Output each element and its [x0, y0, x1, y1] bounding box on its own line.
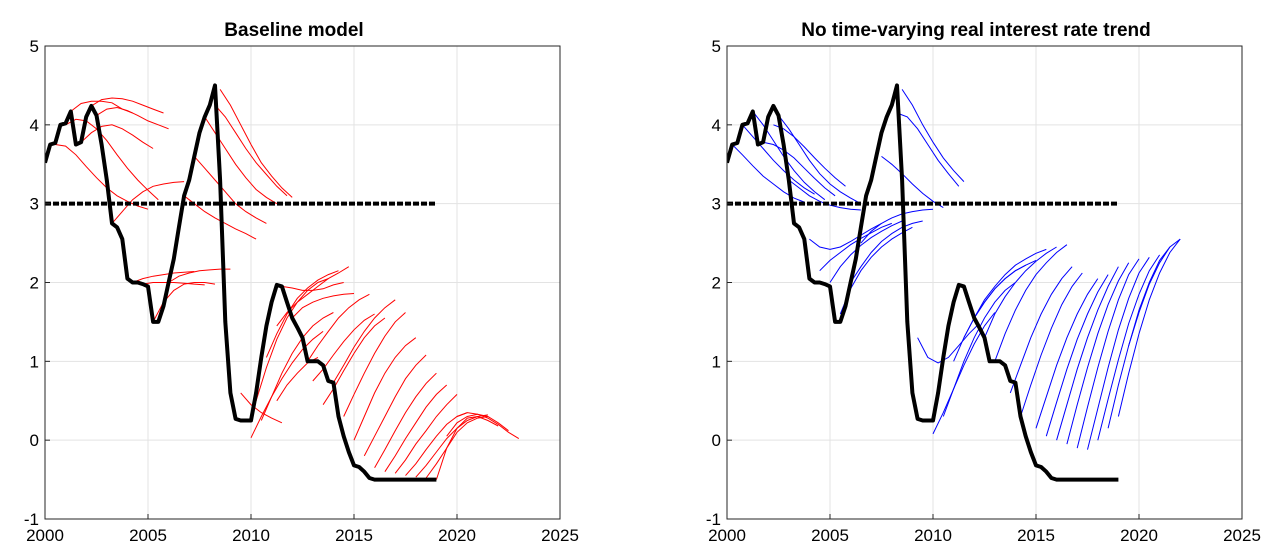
forecast-line-39 [435, 415, 499, 480]
forecast-line-32 [1087, 257, 1150, 450]
forecast-line-11 [839, 226, 913, 315]
x-tick-label: 2020 [438, 526, 476, 545]
forecast-line-27 [1035, 278, 1099, 429]
forecast-line-24 [994, 244, 1068, 362]
forecast-line-16 [901, 89, 965, 182]
y-tick-label: -1 [24, 510, 39, 529]
x-tick-label: 2015 [335, 526, 373, 545]
forecast-line-2 [65, 118, 159, 201]
forecast-line-31 [1076, 258, 1140, 449]
forecast-line-4 [762, 141, 836, 197]
forecast-line-23 [984, 246, 1057, 338]
x-tick-label: 2005 [129, 526, 167, 545]
forecast-line-5 [91, 97, 164, 114]
x-tick-label: 2005 [811, 526, 849, 545]
chart-title: No time-varying real interest rate trend [801, 20, 1151, 41]
forecast-line-15 [214, 104, 288, 197]
x-tick-label: 2025 [541, 526, 579, 545]
forecast-line-26 [307, 293, 370, 362]
forecast-line-21 [281, 282, 344, 291]
y-tick-label: 3 [30, 195, 39, 214]
y-tick-label: 4 [30, 116, 39, 135]
forecast-line-8 [809, 222, 882, 250]
forecast-line-22 [291, 293, 355, 319]
forecast-line-34 [1107, 246, 1171, 429]
forecast-line-32 [363, 354, 427, 457]
plot-lines [45, 83, 520, 482]
plot-lines [727, 83, 1181, 482]
forecast-line-7 [111, 181, 185, 224]
chart-title: Baseline model [224, 20, 363, 41]
y-tick-label: 3 [712, 195, 721, 214]
forecast-line-13 [860, 208, 934, 244]
x-tick-label: 2010 [914, 526, 952, 545]
forecast-line-17 [240, 392, 283, 424]
forecast-line-30 [1066, 262, 1130, 445]
policy-rate-line [727, 83, 1119, 482]
forecast-line-36 [1128, 238, 1181, 346]
forecast-line-13 [193, 156, 267, 224]
x-tick-label: 2000 [708, 526, 746, 545]
forecast-line-35 [394, 394, 458, 474]
y-tick-label: 2 [712, 274, 721, 293]
forecast-line-4 [80, 124, 154, 149]
x-tick-label: 2015 [1017, 526, 1055, 545]
forecast-line-31 [353, 337, 417, 441]
y-tick-label: -1 [706, 510, 721, 529]
forecast-line-8 [132, 271, 195, 283]
forecast-line-30 [343, 312, 406, 417]
forecast-line-35 [1117, 238, 1181, 417]
y-tick-label: 5 [712, 37, 721, 56]
policy-rate-line [45, 83, 437, 482]
forecast-line-28 [1045, 274, 1109, 437]
y-tick-label: 0 [712, 431, 721, 450]
forecast-line-33 [1097, 254, 1161, 441]
x-tick-label: 2000 [26, 526, 64, 545]
y-tick-label: 2 [30, 274, 39, 293]
x-tick-label: 2025 [1223, 526, 1261, 545]
y-tick-label: 1 [712, 352, 721, 371]
forecast-line-29 [332, 299, 396, 383]
forecast-line-9 [142, 282, 205, 286]
forecast-line-33 [374, 372, 437, 469]
chart-panel-baseline-model: Baseline model -1 0 1 2 3 4 5 2000 2005 2010 2015 2… [24, 20, 579, 545]
forecast-line-14 [881, 156, 944, 209]
forecast-line-12 [850, 220, 923, 283]
forecast-line-5 [773, 124, 846, 187]
y-tick-label: 4 [712, 116, 721, 135]
y-tick-label: 1 [30, 352, 39, 371]
forecast-line-2 [742, 124, 815, 195]
forecast-line-6 [778, 115, 862, 205]
forecast-line-10 [829, 220, 903, 283]
forecast-line-6 [96, 106, 169, 130]
forecast-line-17 [917, 323, 980, 364]
forecast-line-15 [896, 112, 960, 187]
forecast-line-22 [973, 248, 1047, 319]
forecast-line-19 [265, 270, 339, 358]
x-tick-label: 2020 [1120, 526, 1158, 545]
x-tick-label: 2010 [232, 526, 270, 545]
forecast-line-11 [168, 268, 231, 283]
forecast-line-26 [1020, 272, 1083, 417]
forecast-line-1 [55, 144, 149, 210]
y-tick-label: 0 [30, 431, 39, 450]
forecast-line-38 [425, 416, 488, 479]
forecast-line-18 [932, 312, 996, 435]
forecast-line-25 [1009, 266, 1073, 394]
forecast-line-29 [1056, 266, 1119, 441]
forecast-line-9 [819, 222, 892, 272]
forecast-line-16 [219, 89, 293, 198]
forecast-line-34 [384, 384, 448, 472]
forecast-line-18 [255, 278, 329, 401]
forecast-line-24 [250, 331, 324, 439]
chart-panel-no-time-varying-trend: No time-varying real interest rate trend… [706, 20, 1261, 545]
y-tick-label: 5 [30, 37, 39, 56]
forecast-line-41 [456, 412, 520, 440]
